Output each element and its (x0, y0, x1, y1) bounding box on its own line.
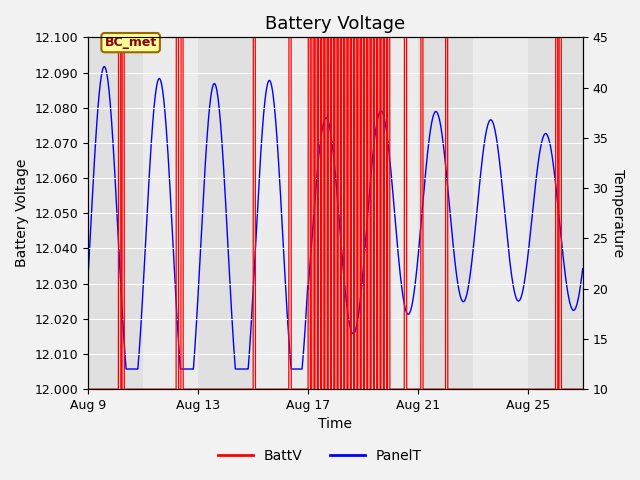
Text: BC_met: BC_met (104, 36, 157, 49)
Y-axis label: Battery Voltage: Battery Voltage (15, 159, 29, 267)
Legend: BattV, PanelT: BattV, PanelT (212, 443, 428, 468)
Bar (143, 37, 198, 389)
Bar (198, 37, 253, 389)
Y-axis label: Temperature: Temperature (611, 169, 625, 257)
Bar (253, 37, 308, 389)
Bar (88, 37, 143, 389)
Bar (308, 37, 363, 389)
Bar (363, 37, 418, 389)
Title: Battery Voltage: Battery Voltage (266, 15, 406, 33)
X-axis label: Time: Time (318, 418, 353, 432)
Bar (528, 37, 583, 389)
Bar (418, 37, 473, 389)
Bar (473, 37, 528, 389)
